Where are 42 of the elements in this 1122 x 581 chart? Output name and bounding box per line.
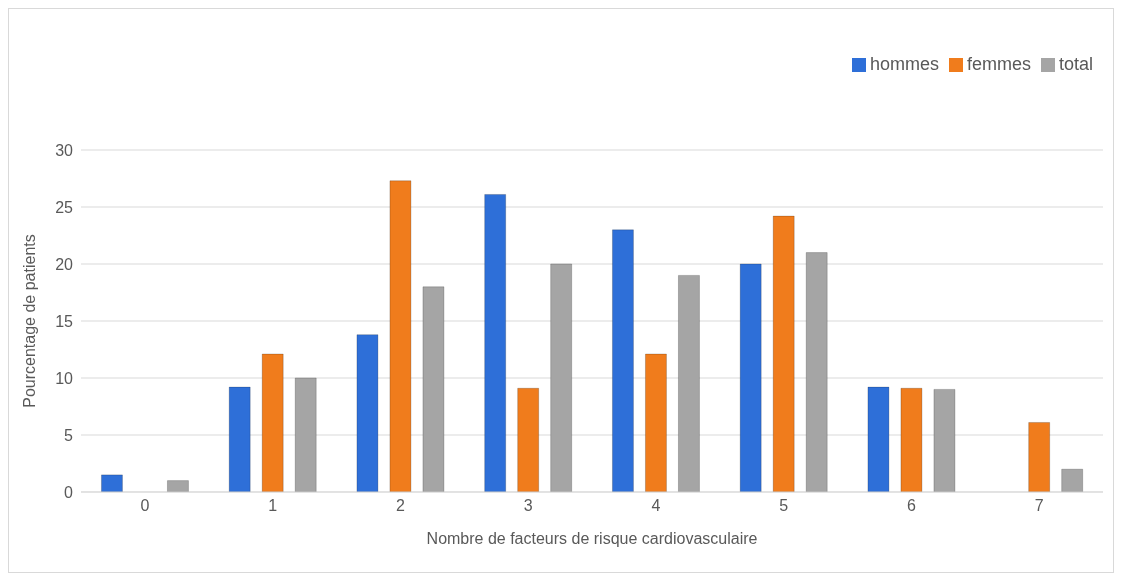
bar [166,480,189,492]
bar [228,386,251,492]
bar [611,229,634,492]
x-tick-label: 1 [268,497,278,515]
y-tick-label: 15 [55,312,74,330]
bar [772,215,795,492]
x-tick-label: 7 [1034,497,1044,515]
legend-label: total [1058,54,1093,74]
y-tick-label: 10 [55,369,74,387]
bar [294,377,317,492]
y-axis-title: Pourcentage de patients [20,234,38,408]
bar [644,353,667,492]
bar [900,387,923,492]
bar [261,353,284,492]
y-tick-label: 25 [55,198,74,216]
y-tick-label: 20 [55,255,74,273]
x-tick-label: 3 [523,497,533,515]
bar [550,263,573,492]
bar [356,334,379,492]
bar [389,180,412,492]
bar [677,274,700,492]
bar [805,252,828,492]
x-tick-label: 6 [906,497,916,515]
bar [1061,468,1084,492]
bar [1028,421,1051,492]
bar [422,286,445,492]
x-tick-label: 2 [395,497,405,515]
x-axis-title: Nombre de facteurs de risque cardiovasculaire [426,530,758,547]
bar [867,386,890,492]
x-tick-label: 5 [779,497,789,515]
bar [484,193,507,492]
bar [933,388,956,492]
bar [739,263,762,492]
x-tick-label: 0 [140,497,150,515]
bar [517,387,540,492]
legend-label: hommes [869,54,939,74]
y-tick-label: 0 [64,483,74,501]
y-tick-label: 5 [64,426,74,444]
bar [100,474,123,492]
y-tick-label: 30 [55,141,74,159]
x-tick-label: 4 [651,497,661,515]
legend-label: femmes [966,54,1031,74]
